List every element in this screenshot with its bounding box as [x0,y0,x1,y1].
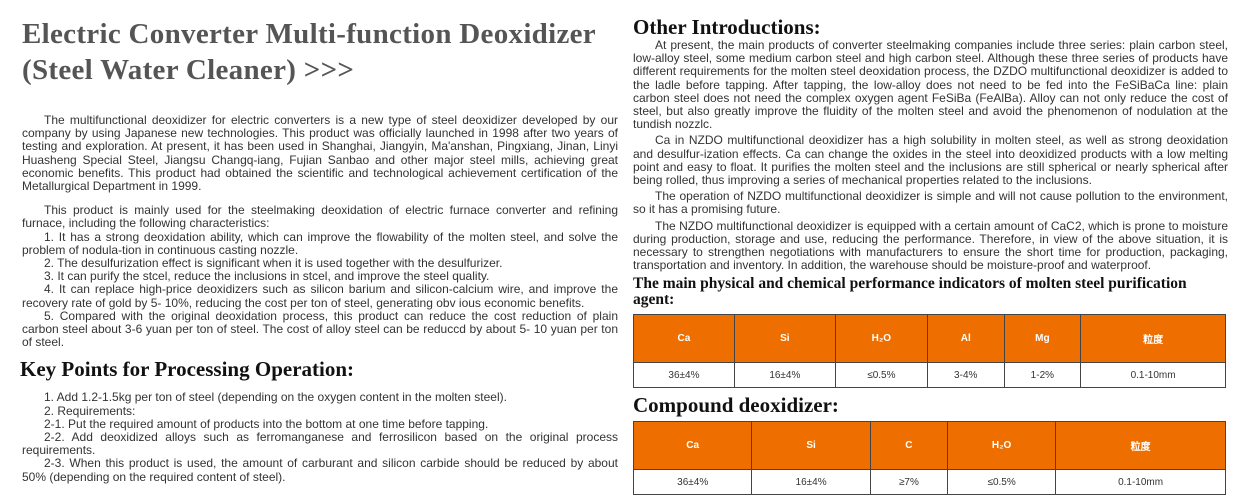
header-cell: H₂O [834,314,928,364]
right-column: Other Introductions: At present, the mai… [632,0,1228,496]
header-cell: C [869,421,949,471]
other-paragraph: At present, the main products of convert… [633,38,1228,132]
header-cell: 粒度 [1080,314,1226,364]
header-cell: H₂O [947,421,1057,471]
key-point: 2. Requirements: [44,403,136,418]
compound-deoxidizer-table: Ca Si C H₂O 粒度 36±4% 16±4% ≥7% ≤0.5% 0.1… [632,421,1226,496]
value-cell: 16±4% [751,469,871,496]
table-row: 36±4% 16±4% ≥7% ≤0.5% 0.1-10mm [632,469,1226,496]
intro-paragraph: This product is mainly used for the stee… [22,203,618,231]
left-column: Electric Converter Multi-function Deoxid… [20,0,618,484]
intro-paragraph: The multifunctional deoxidizer for elect… [22,113,618,194]
purification-agent-table: Ca Si H₂O Al Mg 粒度 36±4% 16±4% ≤0.5% 3-4… [633,314,1226,389]
other-paragraph: The operation of NZDO multifunctional de… [633,189,1228,217]
value-cell: 36±4% [632,469,753,496]
table1-heading: The main physical and chemical performan… [633,275,1187,309]
key-point: 2-3. When this product is used, the amou… [22,456,618,484]
header-cell: Si [751,421,871,471]
value-cell: 16±4% [733,362,836,389]
feature-item: 2. The desulfurization effect is signifi… [44,256,503,271]
table2-heading: Compound deoxidizer: [633,393,839,418]
header-cell: Al [926,314,1005,364]
key-point: 2-1. Put the required amount of products… [44,416,489,431]
value-cell: 0.1-10mm [1080,362,1226,389]
feature-item: 5. Compared with the original deoxidatio… [22,308,618,350]
value-cell: ≥7% [869,469,949,496]
feature-item: 4. It can replace high-price deoxidizers… [22,282,618,310]
table-header-row: Ca Si C H₂O 粒度 [632,421,1226,471]
value-cell: ≤0.5% [834,362,928,389]
value-cell: 3-4% [926,362,1005,389]
key-points-heading: Key Points for Processing Operation: [20,357,355,382]
other-paragraph: The NZDO multifunctional deoxidizer is e… [633,218,1228,273]
key-point: 2-2. Add deoxidized alloys such as ferro… [22,430,618,458]
feature-item: 3. It can purify the stcel, reduce the i… [44,269,490,284]
value-cell: 0.1-10mm [1055,469,1226,496]
header-cell: Si [733,314,836,364]
value-cell: 1-2% [1003,362,1082,389]
value-cell: ≤0.5% [947,469,1057,496]
header-cell: Ca [633,314,735,364]
feature-item: 1. It has a strong deoxidation ability, … [22,229,618,257]
table-header-row: Ca Si H₂O Al Mg 粒度 [633,314,1226,364]
table-row: 36±4% 16±4% ≤0.5% 3-4% 1-2% 0.1-10mm [633,362,1226,389]
header-cell: 粒度 [1055,421,1226,471]
value-cell: 36±4% [633,362,735,389]
header-cell: Ca [632,421,753,471]
header-cell: Mg [1003,314,1082,364]
other-heading: Other Introductions: [633,15,821,39]
page-title: Electric Converter Multi-function Deoxid… [22,18,596,86]
other-paragraph: Ca in NZDO multifunctional deoxidizer ha… [633,133,1228,188]
key-point: 1. Add 1.2-1.5kg per ton of steel (depen… [44,390,507,405]
